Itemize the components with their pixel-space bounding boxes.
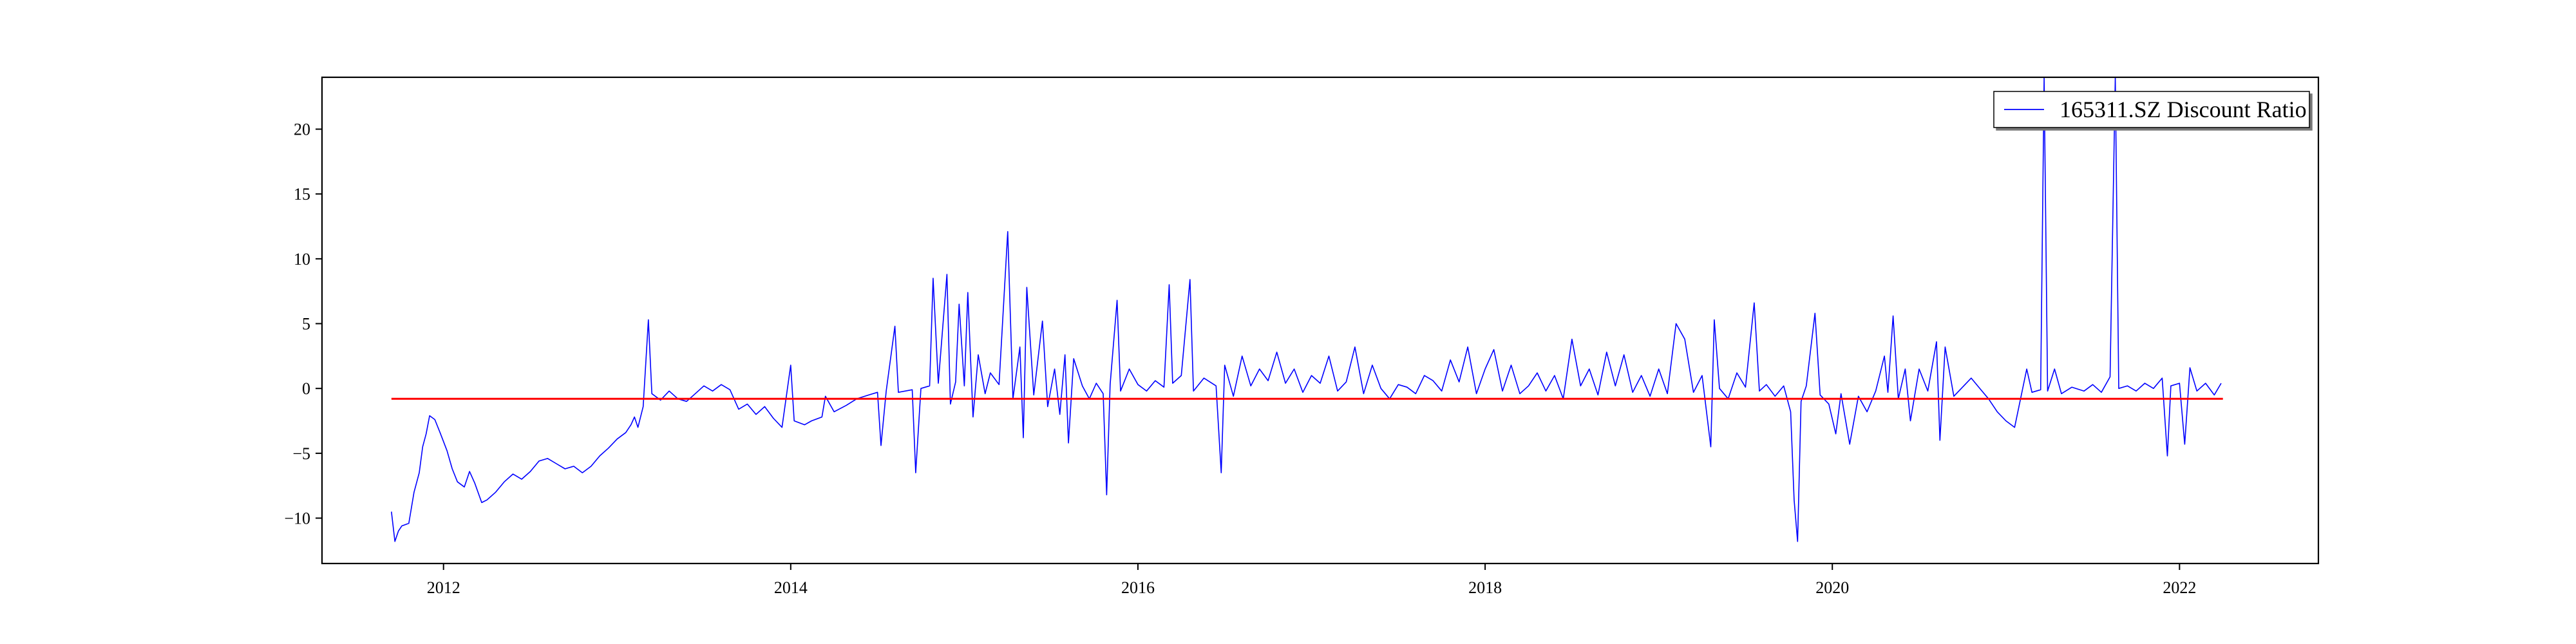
y-tick-label: 20 bbox=[294, 120, 310, 139]
plot-frame bbox=[321, 76, 2320, 565]
y-axis: −10 −5 0 5 10 15 20 bbox=[284, 120, 322, 528]
series-layer bbox=[391, 77, 2223, 542]
legend: 165311.SZ Discount Ratio bbox=[1993, 91, 2310, 128]
x-tick-label: 2022 bbox=[2163, 578, 2196, 597]
x-tick-label: 2018 bbox=[1468, 578, 1502, 597]
y-tick-label: 0 bbox=[302, 379, 310, 398]
y-tick-label: −10 bbox=[284, 509, 310, 528]
x-tick-label: 2014 bbox=[774, 578, 808, 597]
x-axis: 2012 2014 2016 2018 2020 2022 bbox=[427, 564, 2196, 597]
y-tick-label: 15 bbox=[294, 185, 310, 204]
x-tick-label: 2016 bbox=[1121, 578, 1155, 597]
y-tick-label: −5 bbox=[292, 444, 310, 463]
y-tick-label: 10 bbox=[294, 250, 310, 269]
y-tick-label: 5 bbox=[302, 315, 310, 334]
plot-area bbox=[322, 77, 2318, 564]
legend-box bbox=[1993, 91, 2310, 128]
x-tick-label: 2020 bbox=[1815, 578, 1849, 597]
x-tick-label: 2012 bbox=[427, 578, 460, 597]
legend-label: 165311.SZ Discount Ratio bbox=[2060, 97, 2307, 122]
